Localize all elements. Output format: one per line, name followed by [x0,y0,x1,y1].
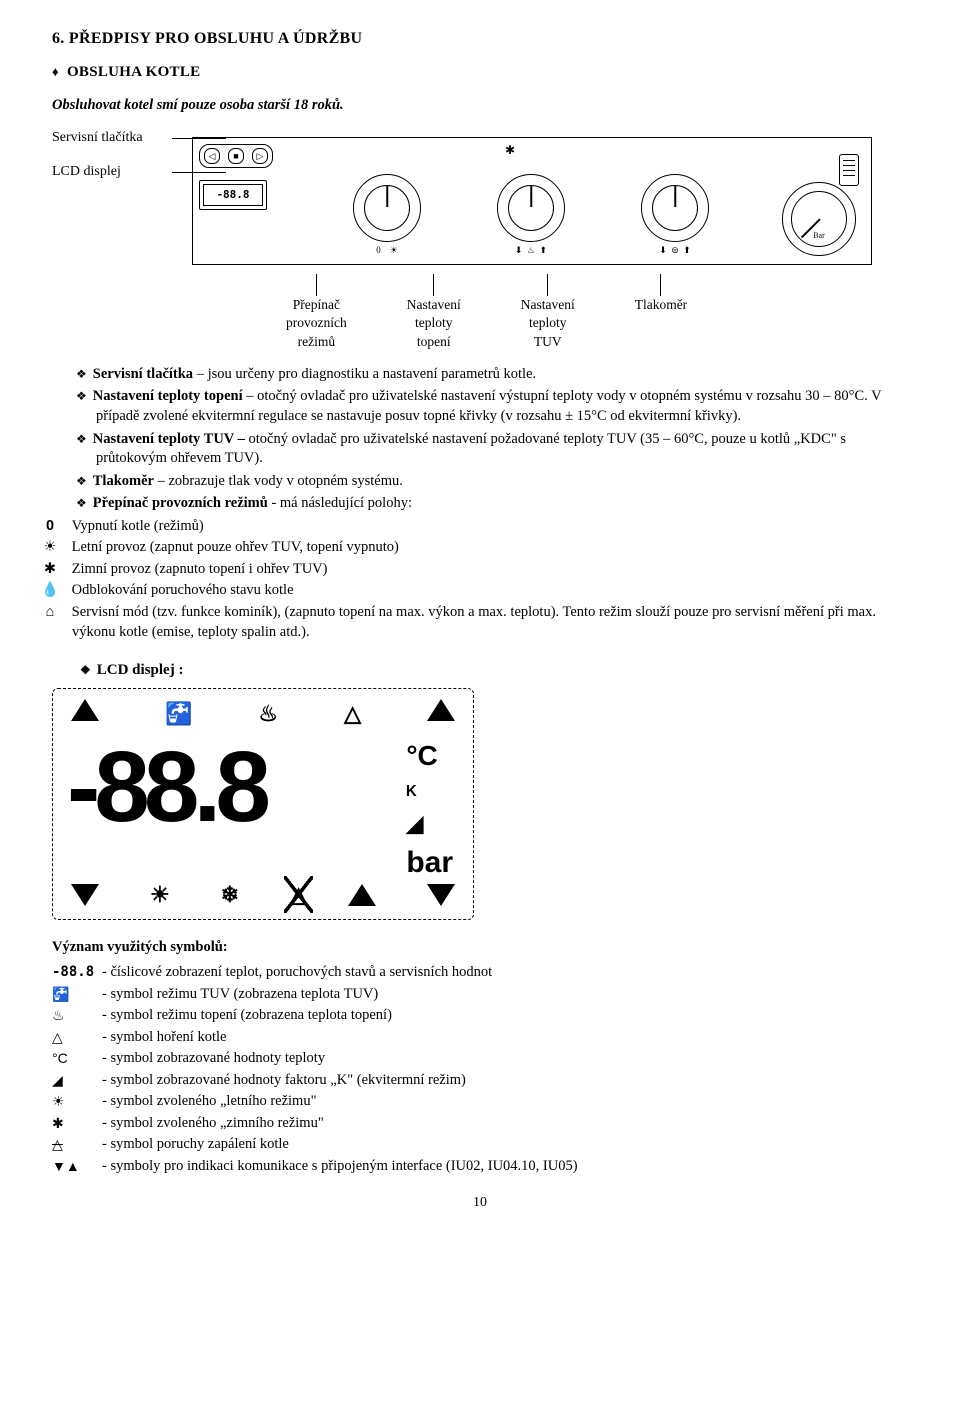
meaning-title: Význam využitých symbolů: [52,938,908,958]
triangle-up-icon [71,699,99,721]
triangle-up-icon [427,699,455,721]
bullet-list: ❖Servisní tlačítka – jsou určeny pro dia… [76,365,908,514]
triangle-down-icon [427,884,455,906]
page-number: 10 [52,1194,908,1213]
triangle-down-icon [71,884,99,906]
triangle-up-icon [348,884,376,906]
service-buttons-icon: ◁■▷ [199,144,273,168]
callout-row: Přepínačprovozníchrežimů Nastaveníteplot… [282,274,908,351]
radiator-icon: ♨ [258,699,278,729]
control-panel-illustration: ◁■▷ -88.8 0 ☀ ⬇ ♨ ⬆ ⬇ ⊜ ⬆ Bar ✱ [192,137,872,265]
snowflake-icon: ✱ [505,142,515,158]
digits-icon: -88.8 [67,737,265,837]
indicator-icon [839,154,859,186]
heating-knob-icon [497,174,565,242]
snowflake-icon: ❄ [221,880,239,910]
crossed-flame-icon: △ [290,880,307,910]
mode-list: 0 Vypnutí kotle (režimů) ☀ Letní provoz … [52,517,908,642]
mode-knob-icon [353,174,421,242]
intro-text: Obsluhovat kotel smí pouze osoba starší … [52,96,908,116]
flame-icon: △ [344,699,361,729]
tap-icon: 🚰 [165,699,192,729]
gauge-icon: Bar [782,182,856,256]
lcd-small-icon: -88.8 [199,180,267,210]
lcd-figure: 🚰 ♨ △ -88.8 °C ᴷ◢ bar ☀ ❄ △ [52,688,474,920]
sun-icon: ☀ [150,880,170,910]
lcd-heading: ❖LCD displej : [80,660,908,680]
tuv-knob-icon [641,174,709,242]
section-heading: 6. PŘEDPISY PRO OBSLUHU A ÚDRŽBU [52,28,908,50]
label-lcd: LCD displej [52,163,172,182]
subsection-heading: ♦OBSLUHA KOTLE [52,62,908,82]
symbol-table: -88.8- číslicové zobrazení teplot, poruc… [52,962,582,1178]
